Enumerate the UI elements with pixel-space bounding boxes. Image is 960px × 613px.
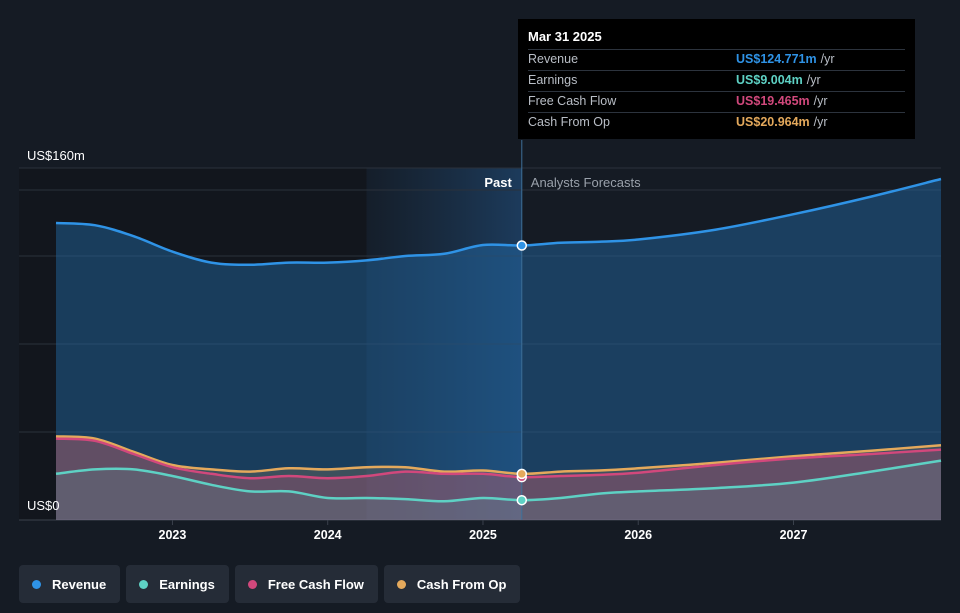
tooltip-value: US$124.771m [736, 52, 817, 66]
legend-dot-icon [139, 579, 149, 589]
tooltip-row-earnings: Earnings US$9.004m /yr [528, 70, 905, 91]
legend-label: Revenue [52, 576, 107, 592]
legend-item-free-cash-flow[interactable]: Free Cash Flow [234, 565, 378, 603]
x-tick-label: 2027 [780, 528, 808, 542]
revenue-line [55, 177, 942, 267]
cash-from-op-area [56, 436, 941, 520]
legend-label: Cash From Op [416, 576, 507, 592]
tooltip-value: US$20.964m [736, 115, 810, 129]
legend-dot-icon [396, 579, 406, 589]
chart-legend: Revenue Earnings Free Cash Flow Cash Fro… [19, 565, 521, 603]
x-tick-label: 2026 [624, 528, 652, 542]
earnings-area [56, 460, 941, 520]
free-cash-flow-line [55, 437, 942, 480]
tooltip-unit: /yr [806, 73, 821, 87]
cash-from-op-marker [516, 468, 528, 480]
tooltip-date: Mar 31 2025 [528, 29, 602, 44]
revenue-marker [516, 240, 528, 251]
tooltip-row-free-cash-flow: Free Cash Flow US$19.465m /yr [528, 91, 905, 112]
tooltip-value: US$9.004m [736, 73, 803, 87]
legend-item-revenue[interactable]: Revenue [19, 565, 121, 603]
legend-item-earnings[interactable]: Earnings [126, 565, 229, 603]
legend-label: Free Cash Flow [267, 576, 364, 592]
tooltip-unit: /yr [813, 94, 828, 108]
tooltip-label: Earnings [528, 73, 578, 87]
y-axis-top-label: US$160m [27, 148, 85, 163]
forecast-label: Analysts Forecasts [531, 175, 641, 190]
x-tick-label: 2024 [314, 528, 342, 542]
earnings-marker [516, 494, 528, 506]
earnings-line [55, 459, 942, 503]
legend-item-cash-from-op[interactable]: Cash From Op [383, 565, 521, 603]
legend-dot-icon [247, 579, 257, 589]
tooltip-label: Cash From Op [528, 115, 610, 129]
tooltip-value: US$19.465m [736, 94, 810, 108]
y-axis-bottom-label: US$0 [27, 498, 60, 513]
past-label: Past [484, 175, 512, 190]
tooltip-unit: /yr [820, 52, 835, 66]
legend-label: Earnings [159, 576, 215, 592]
data-tooltip: Mar 31 2025 Revenue US$124.771m /yr Earn… [518, 19, 915, 139]
free-cash-flow-area [56, 438, 941, 520]
tooltip-label: Revenue [528, 52, 579, 66]
tooltip-row-cash-from-op: Cash From Op US$20.964m /yr [528, 112, 905, 133]
tooltip-unit: /yr [813, 115, 828, 129]
tooltip-label: Free Cash Flow [528, 94, 617, 108]
x-tick-label: 2025 [469, 528, 497, 542]
cash-from-op-line [55, 435, 942, 476]
x-tick-label: 2023 [159, 528, 187, 542]
legend-dot-icon [32, 579, 41, 589]
tooltip-row-revenue: Revenue US$124.771m /yr [528, 49, 905, 70]
